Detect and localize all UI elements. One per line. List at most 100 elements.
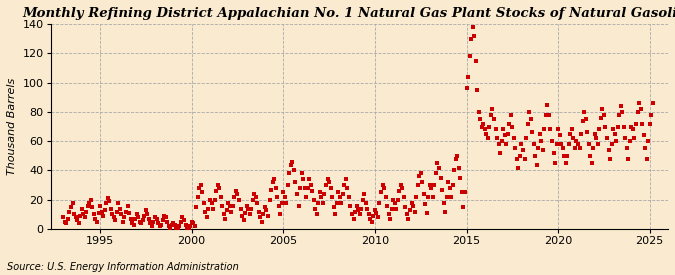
Point: [315, 190, 325, 195]
Point: [548, 151, 559, 155]
Point: [433, 165, 444, 170]
Point: [626, 124, 637, 129]
Point: [107, 212, 117, 217]
Point: [238, 218, 249, 222]
Point: [74, 221, 84, 226]
Point: [104, 199, 115, 204]
Point: [454, 165, 464, 170]
Point: [441, 195, 452, 199]
Point: [116, 212, 127, 217]
Point: [616, 104, 626, 108]
Point: [543, 112, 554, 117]
Point: [200, 209, 211, 214]
Point: [273, 204, 284, 208]
Point: [211, 189, 221, 193]
Point: [261, 208, 272, 212]
Point: [490, 127, 501, 132]
Point: [473, 110, 484, 114]
Point: [360, 200, 371, 205]
Point: [168, 221, 179, 226]
Point: [352, 208, 363, 212]
Point: [535, 132, 545, 136]
Point: [223, 200, 234, 205]
Point: [182, 226, 192, 230]
Point: [136, 221, 146, 226]
Point: [255, 215, 266, 219]
Point: [620, 136, 630, 141]
Point: [524, 110, 535, 114]
Point: [431, 171, 441, 176]
Point: [526, 130, 537, 134]
Point: [247, 198, 258, 202]
Point: [375, 190, 386, 195]
Point: [113, 200, 124, 205]
Point: [439, 209, 450, 214]
Point: [470, 58, 481, 63]
Point: [99, 208, 110, 212]
Point: [435, 176, 446, 180]
Point: [196, 183, 207, 187]
Point: [412, 183, 423, 187]
Point: [485, 112, 496, 117]
Point: [406, 200, 417, 205]
Point: [76, 207, 87, 211]
Point: [565, 132, 576, 136]
Point: [389, 200, 400, 205]
Point: [597, 107, 608, 111]
Point: [98, 214, 109, 218]
Point: [110, 218, 121, 222]
Point: [591, 136, 601, 141]
Point: [125, 217, 136, 221]
Point: [324, 180, 335, 185]
Point: [157, 218, 168, 222]
Point: [144, 217, 155, 221]
Point: [374, 200, 385, 205]
Point: [325, 186, 336, 190]
Point: [185, 224, 196, 228]
Point: [472, 88, 483, 92]
Point: [264, 198, 275, 202]
Point: [87, 205, 98, 209]
Point: [183, 227, 194, 231]
Point: [588, 146, 599, 151]
Point: [373, 215, 383, 219]
Point: [340, 177, 351, 182]
Point: [276, 200, 287, 205]
Point: [432, 161, 443, 165]
Point: [130, 217, 140, 221]
Point: [483, 136, 493, 141]
Point: [296, 171, 307, 176]
Point: [203, 207, 214, 211]
Point: [513, 165, 524, 170]
Point: [645, 121, 655, 126]
Point: [127, 221, 138, 226]
Point: [65, 205, 76, 209]
Point: [322, 177, 333, 182]
Point: [256, 219, 267, 224]
Point: [307, 189, 318, 193]
Point: [455, 176, 466, 180]
Point: [610, 132, 620, 136]
Point: [272, 195, 283, 199]
Point: [177, 215, 188, 219]
Point: [357, 198, 368, 202]
Point: [186, 219, 197, 224]
Point: [270, 186, 281, 190]
Point: [266, 187, 277, 192]
Point: [611, 139, 622, 143]
Point: [237, 214, 248, 218]
Point: [605, 156, 616, 161]
Point: [229, 195, 240, 199]
Point: [385, 217, 396, 221]
Point: [330, 212, 341, 217]
Point: [429, 183, 440, 187]
Point: [583, 142, 594, 146]
Point: [493, 142, 504, 146]
Point: [80, 215, 90, 219]
Point: [260, 205, 271, 209]
Point: [244, 212, 255, 217]
Point: [624, 139, 635, 143]
Point: [449, 168, 460, 173]
Point: [124, 211, 134, 215]
Point: [628, 127, 639, 132]
